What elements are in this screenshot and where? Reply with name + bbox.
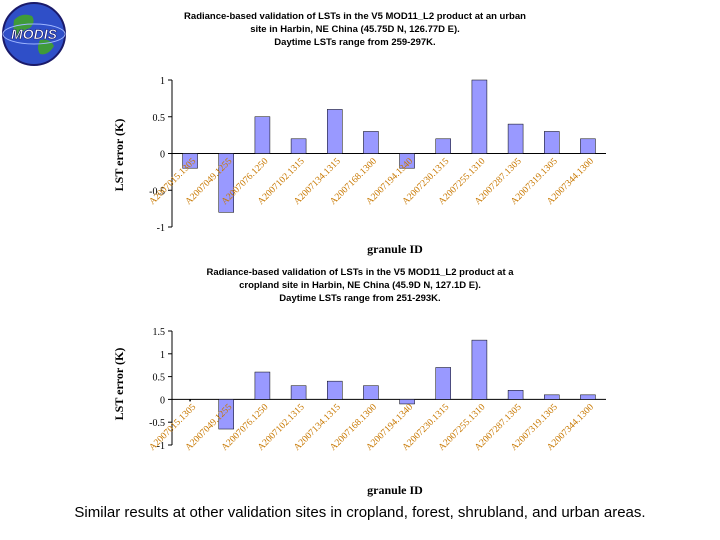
bar [507,123,524,154]
y-tick-label: 1 [160,350,165,361]
bar [218,153,234,213]
bar [290,385,307,400]
chart-1-title: Radiance-based validation of LSTs in the… [130,10,580,49]
bar [254,116,271,154]
y-tick-label: -1 [157,223,165,234]
x-axis-label: granule ID [367,242,423,256]
bar [182,153,198,169]
y-tick-label: 0 [160,395,165,406]
bar [399,153,415,169]
bar [363,385,379,400]
bar [435,367,451,400]
chart-2-title-line-3: Daytime LSTs range from 251-293K. [279,293,441,304]
chart-1-title-line-2: site in Harbin, NE China (45.75D N, 126.… [250,24,460,35]
chart-1-title-line-3: Daytime LSTs range from 259-297K. [274,37,436,48]
cropland-lst-error-chart: 1.510.50-0.5-1A2007015.1305A2007049.1255… [112,327,606,497]
urban-lst-error-chart: 10.50-0.5-1A2007015.1305A2007049.1255A20… [112,76,606,256]
chart-1-title-line-1: Radiance-based validation of LSTs in the… [184,11,526,22]
bar [327,380,343,400]
slide-caption: Similar results at other validation site… [74,504,646,521]
bar [580,394,596,400]
modis-logo-text: MODIS [11,26,58,42]
bar [507,390,524,400]
y-tick-label: 0.5 [153,373,166,384]
bar [471,339,488,400]
x-axis-label: granule ID [367,483,423,497]
y-tick-label: -0.5 [149,186,165,197]
bar [399,399,415,405]
y-tick-label: -1 [157,441,165,452]
chart-2-title-line-1: Radiance-based validation of LSTs in the… [206,267,514,278]
y-tick-label: 0.5 [153,113,166,124]
y-axis-label: LST error (K) [112,119,126,192]
bar [327,109,343,154]
bar [254,371,271,400]
chart-2-title: Radiance-based validation of LSTs in the… [150,266,570,305]
bar [544,131,560,154]
y-axis-label: LST error (K) [112,348,126,421]
y-tick-label: 0 [160,150,165,161]
bar [218,399,234,430]
bar [471,79,488,154]
bar [435,138,451,154]
y-tick-label: 1.5 [153,327,166,338]
bar [580,138,596,154]
modis-logo: MODIS [2,2,66,66]
bar [544,394,560,400]
bar [363,131,379,154]
bar [290,138,307,154]
y-tick-label: -0.5 [149,418,165,429]
chart-2-title-line-2: cropland site in Harbin, NE China (45.9D… [239,280,481,291]
y-tick-label: 1 [160,76,165,87]
